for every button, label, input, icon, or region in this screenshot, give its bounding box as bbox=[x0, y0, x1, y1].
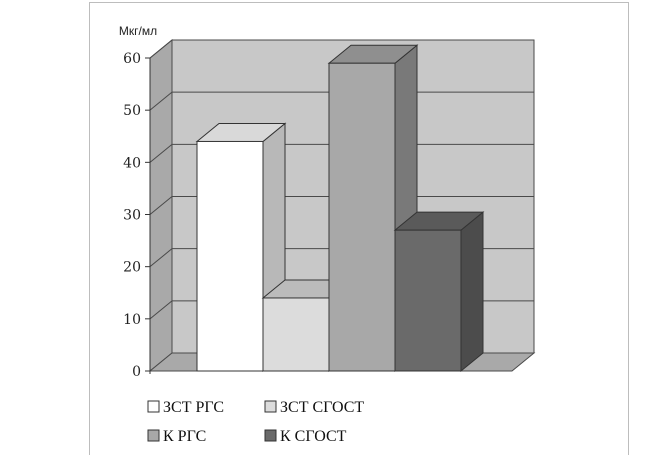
legend-swatch-k-rgs bbox=[147, 429, 160, 442]
y-tick-label: 10 bbox=[123, 312, 141, 328]
y-axis: 0 10 20 30 40 50 60 bbox=[123, 51, 151, 380]
bar-zst-rgs bbox=[195, 122, 287, 373]
y-tick-label: 20 bbox=[123, 260, 141, 276]
legend-label-k-rgs: К РГС bbox=[163, 428, 206, 445]
legend-swatch-zst-sgost bbox=[264, 400, 277, 413]
bar-front bbox=[328, 62, 396, 372]
y-tick-label: 40 bbox=[123, 155, 141, 171]
y-tick-label: 50 bbox=[123, 103, 141, 119]
bar-k-sgost bbox=[393, 211, 485, 373]
bar-front bbox=[196, 140, 264, 372]
bar-front bbox=[394, 229, 462, 372]
legend-label-zst-rgs: ЗСТ РГС bbox=[163, 399, 224, 416]
gridline bbox=[149, 39, 534, 59]
y-tick-label: 30 bbox=[123, 208, 141, 224]
legend: ЗСТ РГС ЗСТ СГОСТ К РГС К СГОСТ bbox=[147, 399, 364, 445]
legend-label-k-sgost: К СГОСТ bbox=[280, 428, 347, 445]
bar-side bbox=[460, 211, 484, 373]
y-tick-label: 60 bbox=[123, 51, 141, 67]
legend-swatch-zst-rgs bbox=[147, 400, 160, 413]
legend-label-zst-sgost: ЗСТ СГОСТ bbox=[280, 399, 364, 416]
legend-swatch-k-sgost bbox=[264, 429, 277, 442]
y-tick-label: 0 bbox=[132, 364, 141, 380]
bars bbox=[195, 44, 485, 373]
bar-front bbox=[262, 297, 330, 372]
y-axis-unit: Мкг/мл bbox=[119, 24, 157, 38]
